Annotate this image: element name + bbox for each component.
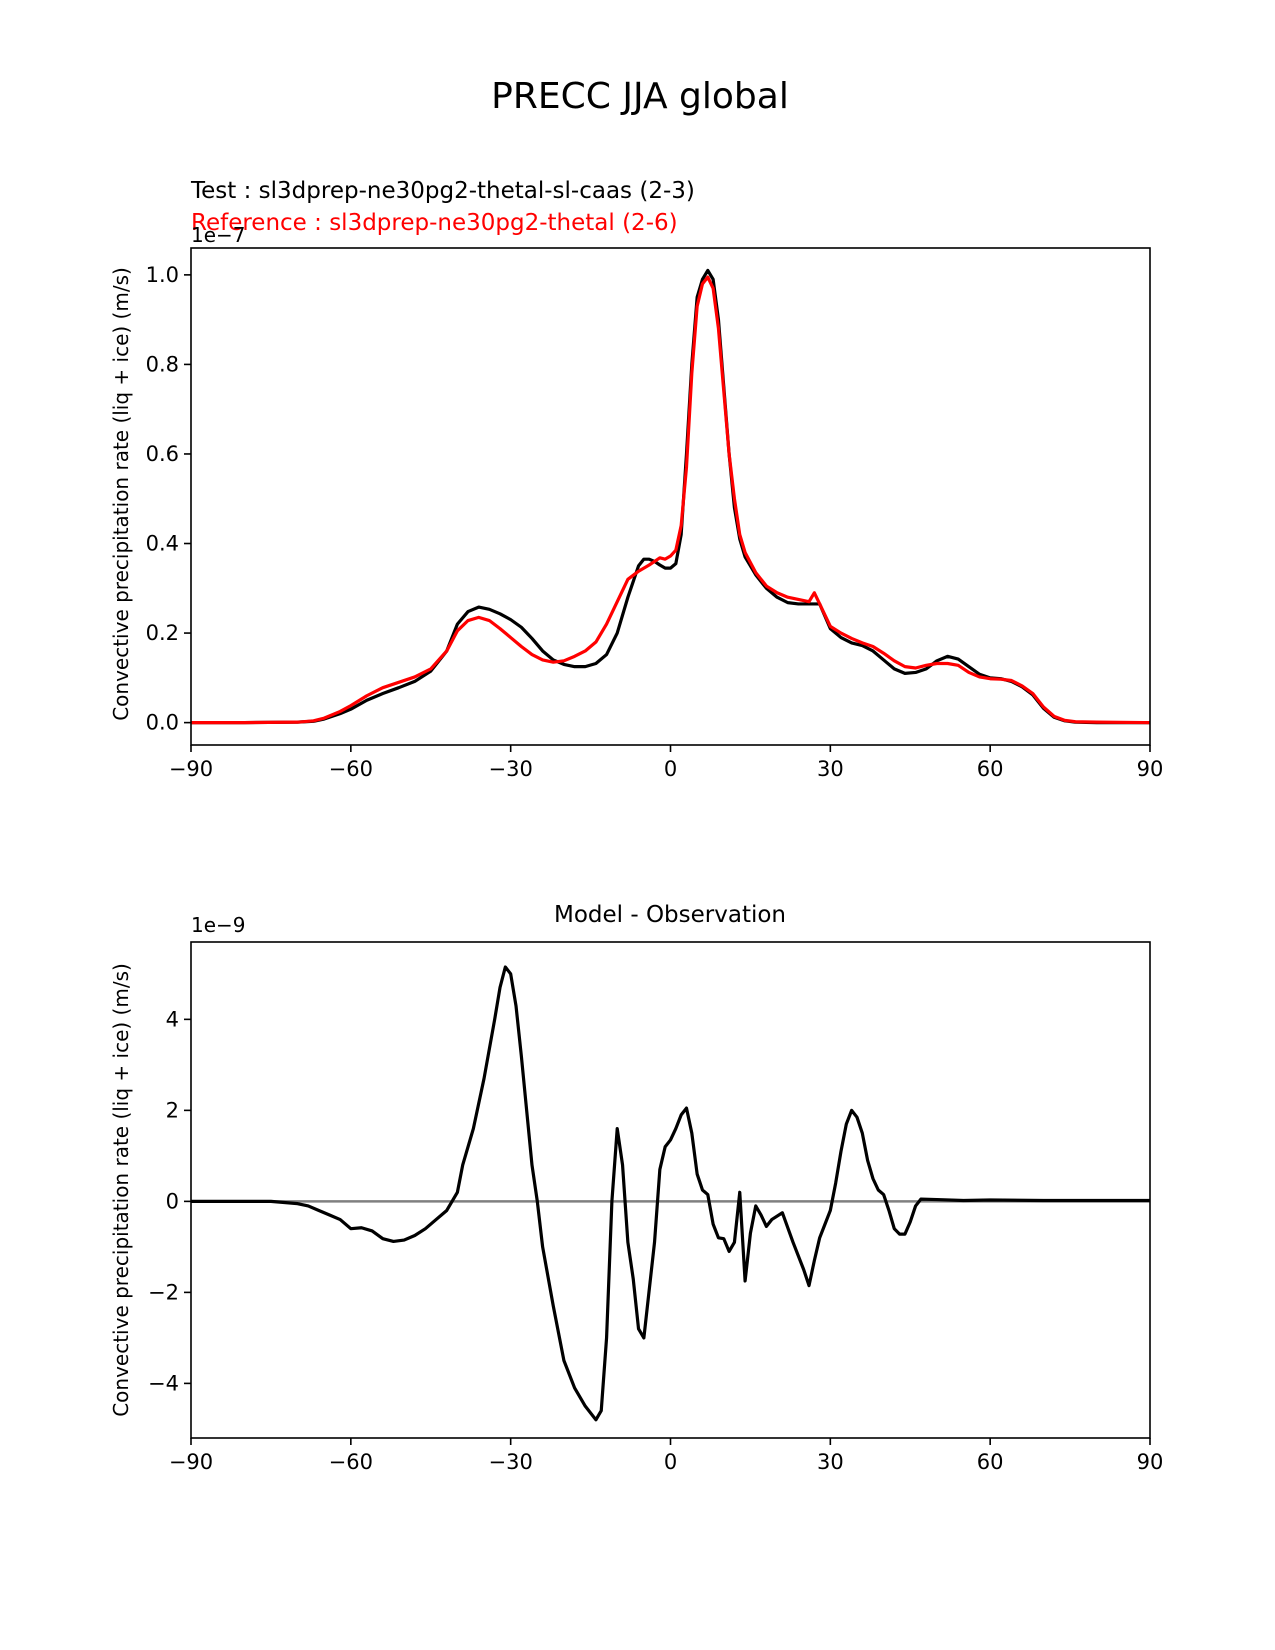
x-tick-label: 0	[664, 757, 677, 781]
bottom-panel: Model - Observation 1e−9 Convective prec…	[109, 902, 1163, 1474]
x-tick-label: −90	[169, 1450, 213, 1474]
x-tick-label: −30	[489, 757, 533, 781]
y-tick-label: 0.0	[146, 711, 179, 735]
x-tick-label: −30	[489, 1450, 533, 1474]
y-tick-label: 2	[166, 1098, 179, 1122]
x-tick-label: −90	[169, 757, 213, 781]
bottom-y-multiplier: 1e−9	[191, 913, 246, 937]
series-line-0	[191, 268, 1150, 725]
top-plot-area: −90 −60 −30 0 30 60 90 0.0 0.2 0.4 0.6 0.8 1.0	[146, 247, 1164, 781]
x-tick-label: 90	[1137, 757, 1164, 781]
x-tick-label: 90	[1137, 1450, 1164, 1474]
x-tick-label: 60	[977, 757, 1004, 781]
top-y-multiplier: 1e−7	[191, 223, 246, 247]
bottom-y-axis-label: Convective precipitation rate (liq + ice…	[109, 963, 133, 1417]
x-tick-label: −60	[329, 757, 373, 781]
axes-frame	[190, 247, 1151, 746]
y-tick-label: 1.0	[146, 263, 179, 287]
figure-title: PRECC JJA global	[491, 76, 789, 117]
x-tick-label: 30	[817, 757, 844, 781]
test-label: Test : sl3dprep-ne30pg2-thetal-sl-caas (…	[190, 178, 695, 204]
y-tick-label: 0.2	[146, 621, 179, 645]
x-tick-label: 60	[977, 1450, 1004, 1474]
axes-frame	[190, 941, 1151, 1439]
top-y-axis-label: Convective precipitation rate (liq + ice…	[109, 267, 133, 721]
y-tick-label: 0.8	[146, 352, 179, 376]
bottom-plot-area: −90 −60 −30 0 30 60 90 −4 −2 0 2 4	[148, 941, 1164, 1474]
y-tick-label: −4	[148, 1371, 179, 1395]
x-tick-label: −60	[329, 1450, 373, 1474]
y-tick-label: 0.4	[146, 532, 179, 556]
y-tick-label: −2	[148, 1280, 179, 1304]
series-line-1	[191, 275, 1151, 725]
bottom-title: Model - Observation	[554, 902, 786, 928]
series-line-0	[191, 965, 1150, 1422]
y-tick-label: 0	[166, 1189, 179, 1213]
y-tick-label: 4	[166, 1007, 179, 1031]
y-tick-label: 0.6	[146, 442, 179, 466]
top-panel: Test : sl3dprep-ne30pg2-thetal-sl-caas (…	[109, 178, 1163, 781]
x-tick-label: 0	[664, 1450, 677, 1474]
reference-label: Reference : sl3dprep-ne30pg2-thetal (2-6…	[191, 210, 678, 236]
x-tick-label: 30	[817, 1450, 844, 1474]
